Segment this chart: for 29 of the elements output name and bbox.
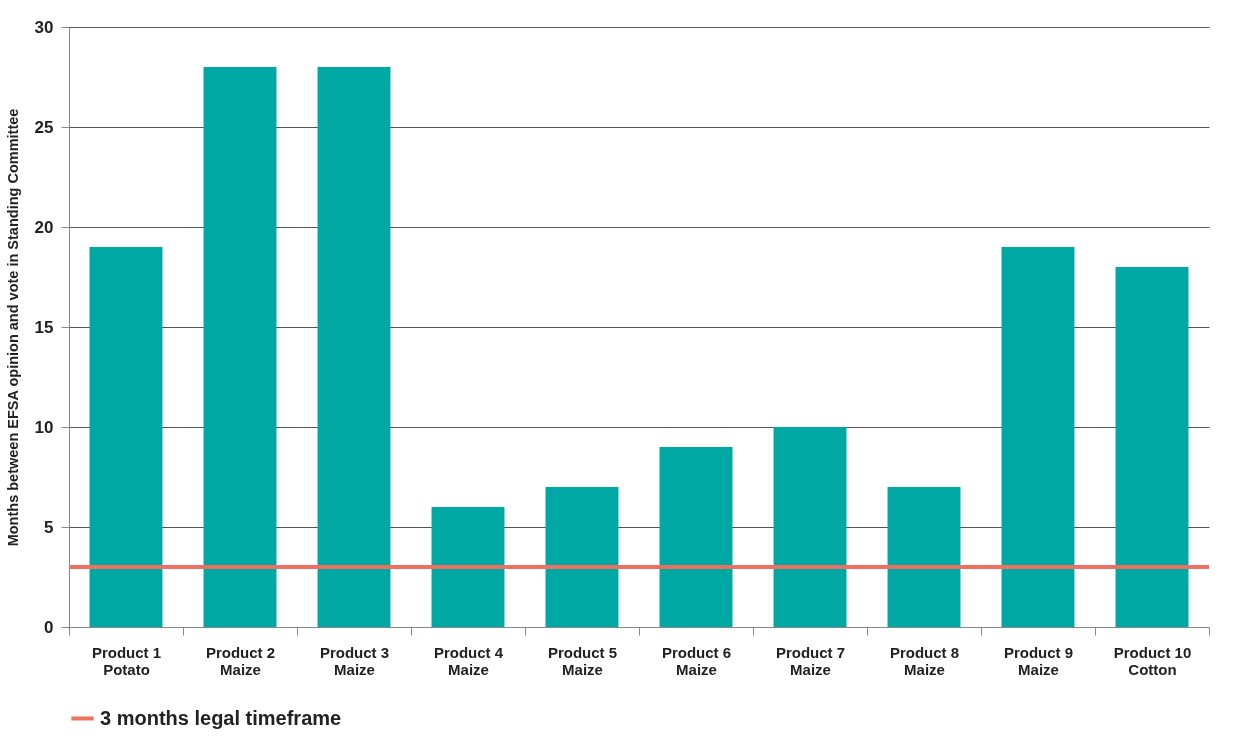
y-axis-title: Months between EFSA opinion and vote in Standing Committee bbox=[4, 108, 21, 547]
y-tick-label: 20 bbox=[34, 217, 54, 237]
y-tick-label: 25 bbox=[34, 117, 54, 137]
bar bbox=[1001, 247, 1075, 627]
x-tick-label: Product 6 Maize bbox=[661, 643, 732, 678]
y-tick-label: 15 bbox=[34, 317, 54, 337]
bar bbox=[545, 487, 619, 627]
x-tick-label: Product 2 Maize bbox=[205, 643, 276, 678]
bar bbox=[89, 247, 163, 627]
y-tick-label: 0 bbox=[44, 617, 54, 637]
x-tick-label: Product 5 Maize bbox=[547, 643, 618, 678]
legend-label: 3 months legal timeframe bbox=[100, 706, 342, 729]
y-tick-label: 5 bbox=[44, 517, 54, 537]
y-tick-label: 30 bbox=[34, 17, 54, 37]
bar bbox=[203, 67, 277, 627]
bar bbox=[431, 507, 505, 627]
bar bbox=[659, 447, 733, 627]
x-tick-label: Product 7 Maize bbox=[775, 643, 846, 678]
x-tick-label: Product 3 Maize bbox=[319, 643, 390, 678]
x-tick-label: Product 1 Potato bbox=[91, 643, 162, 678]
x-tick-label: Product 4 Maize bbox=[433, 643, 504, 678]
y-tick-label: 10 bbox=[34, 417, 54, 437]
x-tick-label: Product 8 Maize bbox=[889, 643, 960, 678]
bar bbox=[887, 487, 961, 627]
bar bbox=[317, 67, 391, 627]
x-tick-label: Product 9 Maize bbox=[1003, 643, 1074, 678]
bar bbox=[773, 427, 847, 627]
bar bbox=[1115, 267, 1189, 627]
x-tick-label: Product 10 Cotton bbox=[1113, 643, 1192, 678]
